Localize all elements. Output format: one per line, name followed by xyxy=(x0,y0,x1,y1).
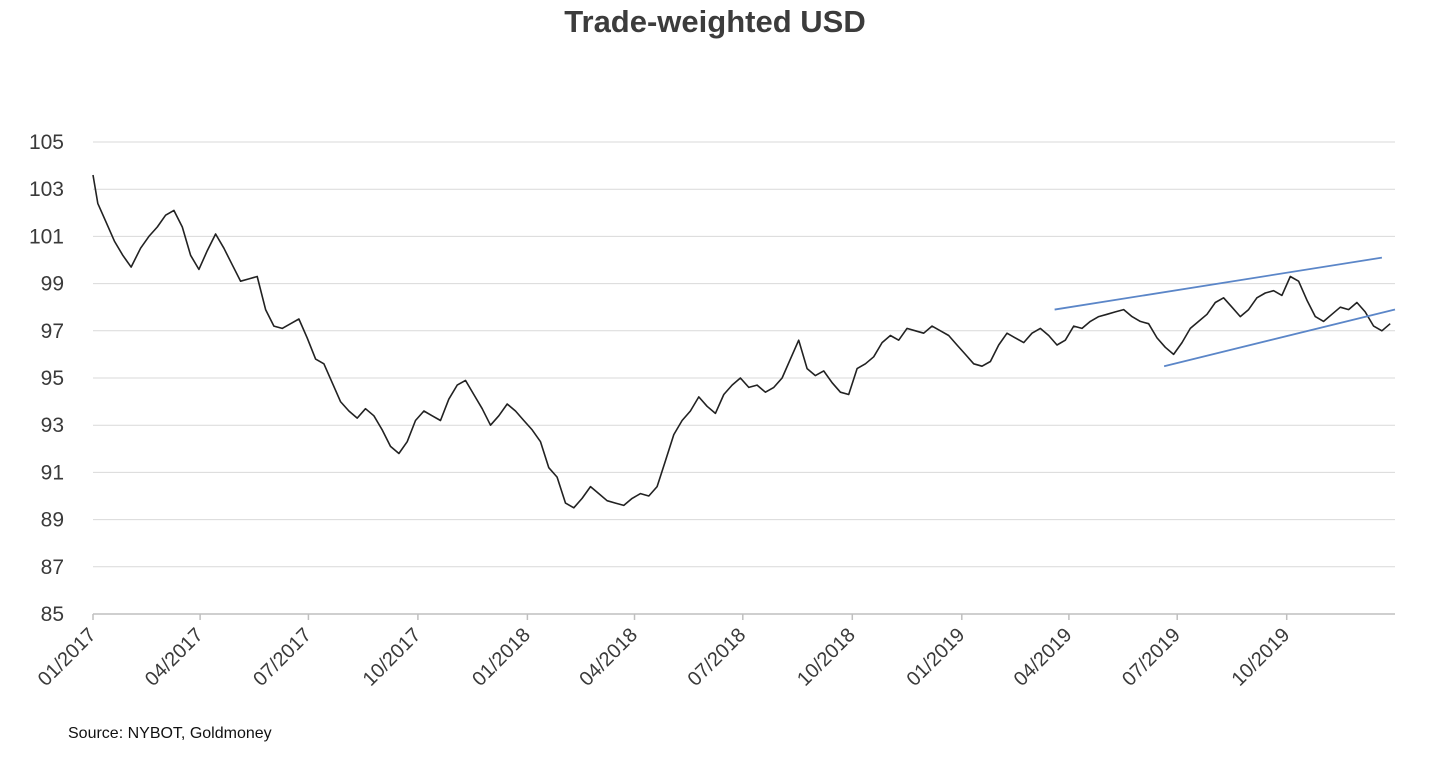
x-tick-label: 01/2019 xyxy=(903,624,970,691)
x-tick-label: 07/2018 xyxy=(684,624,751,691)
x-tick-label: 10/2017 xyxy=(359,624,426,691)
source-note: Source: NYBOT, Goldmoney xyxy=(68,725,272,742)
y-tick-label: 99 xyxy=(41,273,64,296)
y-tick-label: 87 xyxy=(41,556,64,579)
x-tick-label: 04/2018 xyxy=(575,624,642,691)
y-tick-label: 93 xyxy=(41,414,64,437)
y-tick-label: 85 xyxy=(41,603,64,626)
trend-channel-lower xyxy=(1163,308,1396,368)
x-tick-label: 01/2017 xyxy=(34,624,101,691)
trend-channel-upper xyxy=(1054,256,1383,311)
x-tick-label: 07/2019 xyxy=(1118,624,1185,691)
y-tick-label: 97 xyxy=(41,320,64,343)
y-tick-label: 103 xyxy=(29,178,64,201)
x-tick-label: 04/2019 xyxy=(1010,624,1077,691)
x-tick-label: 04/2017 xyxy=(141,624,208,691)
y-tick-label: 89 xyxy=(41,509,64,532)
y-tick-label: 91 xyxy=(41,461,64,484)
y-tick-label: 101 xyxy=(29,225,64,248)
x-tick-label: 10/2019 xyxy=(1228,624,1295,691)
chart-title: Trade-weighted USD xyxy=(564,4,866,39)
x-tick-label: 07/2017 xyxy=(249,624,316,691)
y-tick-label: 95 xyxy=(41,367,64,390)
x-tick-label: 10/2018 xyxy=(793,624,860,691)
grid-lines xyxy=(93,141,1395,568)
y-tick-label: 105 xyxy=(29,131,64,154)
y-axis: 105 103 101 99 97 95 93 91 89 87 85 xyxy=(29,131,64,626)
series-line xyxy=(92,174,1391,509)
x-axis-tick-marks xyxy=(92,614,1288,620)
x-tick-label: 01/2018 xyxy=(468,624,535,691)
trend-channel xyxy=(1054,256,1396,368)
x-axis: 01/2017 04/2017 07/2017 10/2017 01/2018 04/20… xyxy=(34,624,1294,691)
